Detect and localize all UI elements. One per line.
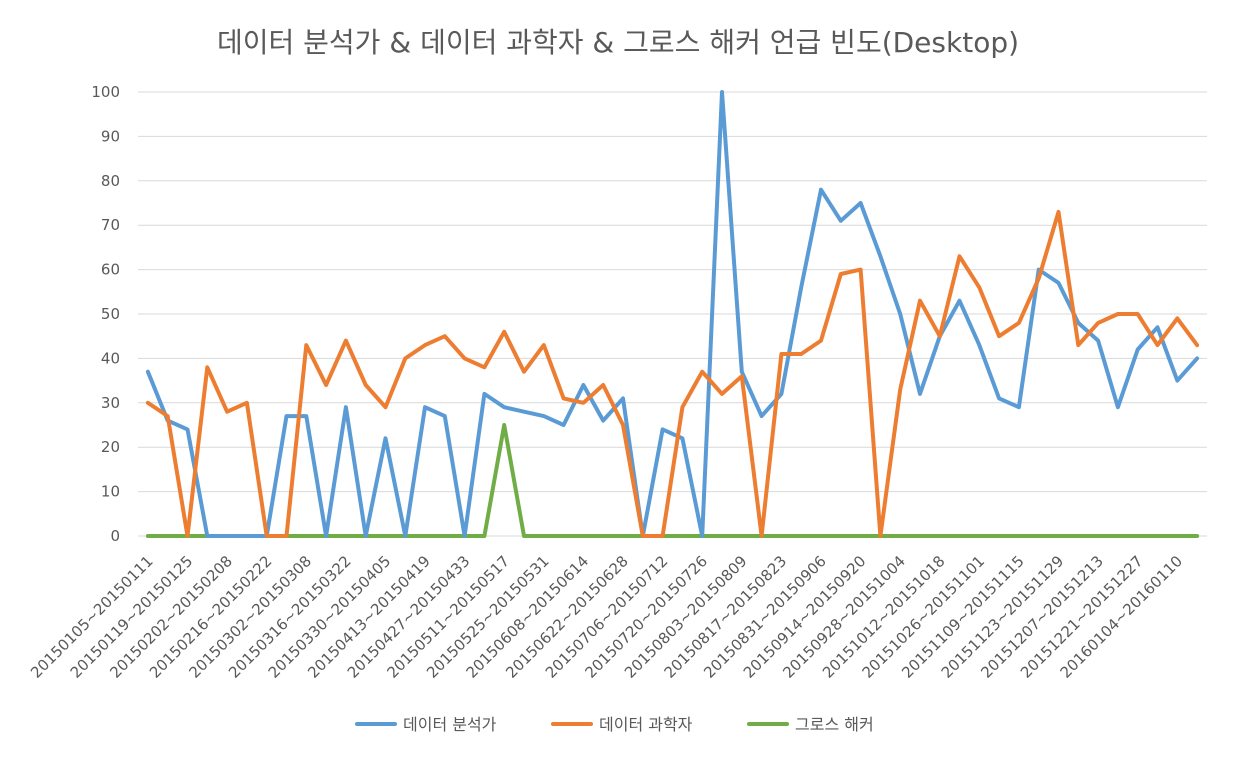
legend-label-2: 데이터 과학자: [599, 715, 693, 734]
legend-label-1: 데이터 분석가: [403, 715, 497, 734]
y-tick-label: 100: [91, 83, 120, 101]
chart-title: 데이터 분석가 & 데이터 과학자 & 그로스 해커 언급 빈도(Desktop…: [217, 26, 1019, 59]
series-line-1: [145, 90, 1200, 538]
y-tick-label: 70: [101, 216, 120, 234]
series-line-2: [145, 209, 1200, 538]
y-tick-label: 0: [110, 527, 120, 545]
y-tick-label: 40: [101, 349, 120, 367]
grid-layer: [138, 91, 1207, 537]
legend-label-3: 그로스 해커: [795, 715, 874, 734]
legend: 데이터 분석가 데이터 과학자 그로스 해커: [355, 715, 874, 734]
y-tick-label: 80: [101, 172, 120, 190]
y-tick-label: 50: [101, 305, 120, 323]
x-axis-ticks: 20150105~2015011120150119~20150125201502…: [27, 552, 1186, 682]
series-layer: [145, 90, 1200, 538]
y-tick-label: 30: [101, 394, 120, 412]
y-tick-label: 20: [101, 438, 120, 456]
y-tick-label: 90: [101, 127, 120, 145]
y-tick-label: 10: [101, 483, 120, 501]
y-tick-label: 60: [101, 261, 120, 279]
series-line-3: [145, 423, 1200, 538]
y-axis-ticks: 0 10 20 30 40 50 60 70 80 90 100: [91, 83, 120, 545]
